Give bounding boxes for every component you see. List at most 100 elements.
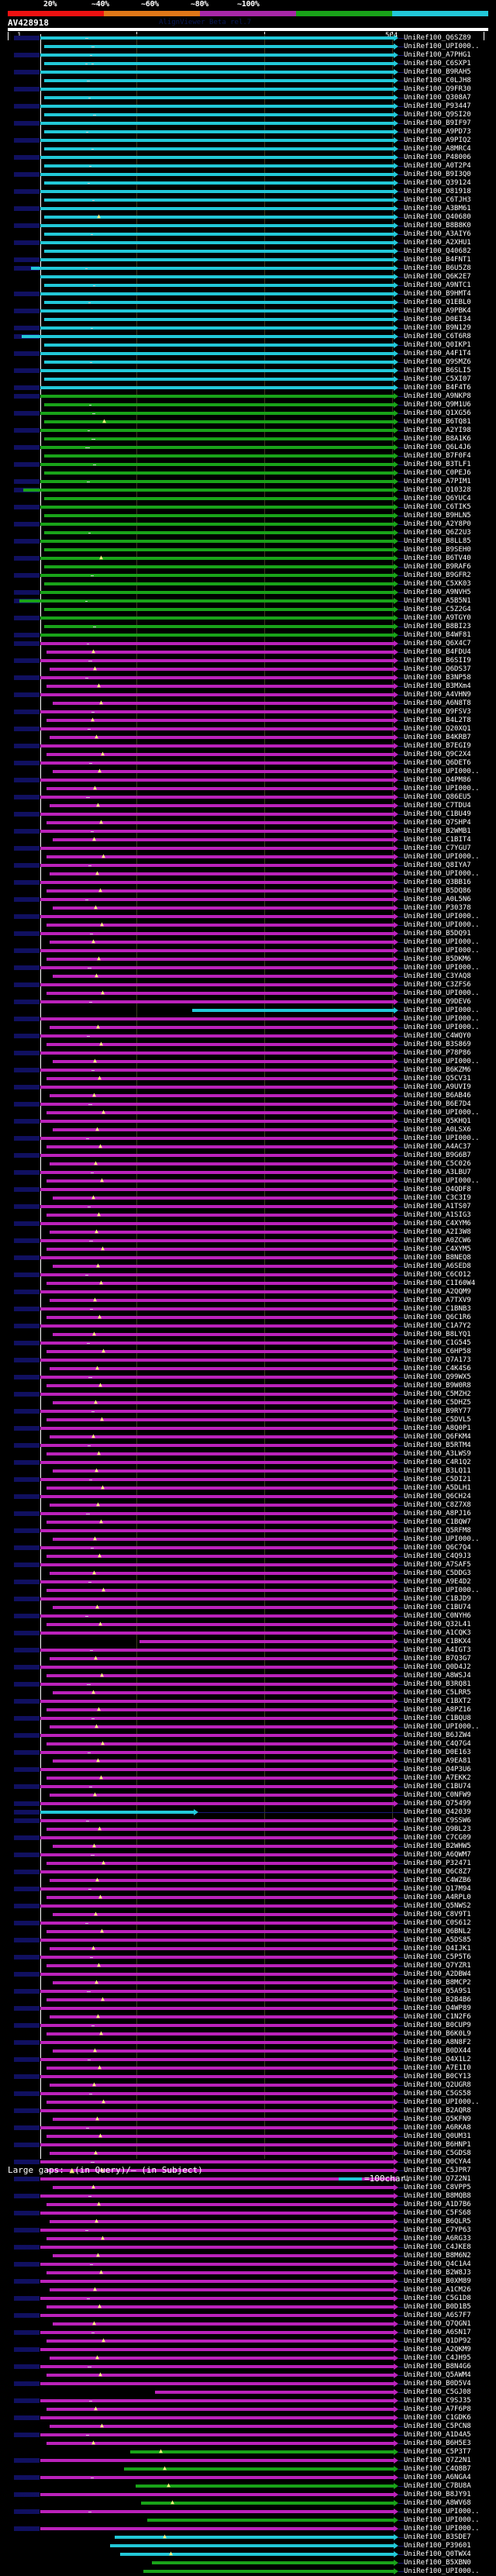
hsp-bar[interactable] [46, 1350, 394, 1353]
hit-accession-label[interactable]: UniRef100_C6SXP1 [404, 60, 471, 67]
hit-row[interactable]: ▲ UniRef100_B2W8J3 [0, 2269, 496, 2277]
hit-link-stub[interactable] [14, 1750, 40, 1755]
hit-accession-label[interactable]: UniRef100_UPI000.. [404, 1723, 480, 1731]
hit-accession-label[interactable]: UniRef100_C1BXT2 [404, 1697, 471, 1705]
hit-row[interactable]: UniRef100_A1D4A5 [0, 2431, 496, 2440]
hsp-bar[interactable] [46, 1998, 394, 2001]
hit-accession-label[interactable]: UniRef100_A2QKM9 [404, 2346, 471, 2353]
hit-row[interactable]: ▲ UniRef100_A7E1I0 [0, 2064, 496, 2073]
hit-row[interactable]: UniRef100_C9SJ35 [0, 2397, 496, 2405]
hit-accession-label[interactable]: UniRef100_B7EGI9 [404, 742, 471, 750]
hit-accession-label[interactable]: UniRef100_B4FDU4 [404, 648, 471, 656]
hit-link-stub[interactable] [14, 2194, 40, 2198]
hit-link-stub[interactable] [14, 965, 40, 970]
hsp-bar[interactable] [50, 804, 394, 807]
hit-row[interactable]: UniRef100_Q4C1A4 [0, 2260, 496, 2269]
hit-row[interactable]: ▲ UniRef100_UPI000.. [0, 870, 496, 879]
hit-row[interactable]: UniRef100_Q6C8Z7 [0, 1868, 496, 1877]
hsp-bar[interactable] [40, 446, 394, 449]
hit-row[interactable]: ▲ UniRef100_A2I3W8 [0, 1228, 496, 1237]
hsp-bar[interactable] [40, 949, 394, 952]
hsp-bar[interactable] [40, 190, 394, 193]
hit-accession-label[interactable]: UniRef100_B4L2T8 [404, 717, 471, 724]
hit-accession-label[interactable]: UniRef100_C4Q8B7 [404, 2465, 471, 2473]
hit-link-stub[interactable] [14, 1221, 40, 1226]
hsp-bar[interactable] [40, 642, 394, 645]
hit-row[interactable]: UniRef100_Q4PM86 [0, 776, 496, 785]
hit-accession-label[interactable]: UniRef100_D0EI34 [404, 316, 471, 323]
hsp-bar[interactable] [143, 2570, 394, 2573]
hsp-bar[interactable] [40, 258, 394, 261]
hit-accession-label[interactable]: UniRef100_P48006 [404, 154, 471, 161]
hit-row[interactable]: UniRef100_Q86EU5 [0, 793, 496, 802]
hsp-bar[interactable] [40, 88, 394, 91]
hit-accession-label[interactable]: UniRef100_C4JH95 [404, 2354, 471, 2362]
hit-accession-label[interactable]: UniRef100_UPI000.. [404, 785, 480, 792]
hit-accession-label[interactable]: UniRef100_C7YP63 [404, 2226, 471, 2234]
hit-row[interactable]: ▲ UniRef100_Q0TWX4 [0, 2550, 496, 2559]
hit-accession-label[interactable]: UniRef100_B8BI23 [404, 623, 471, 630]
hit-accession-label[interactable]: UniRef100_Q6CH24 [404, 1493, 471, 1500]
hit-row[interactable]: UniRef100_C1BXT2 [0, 1697, 496, 1706]
hit-link-stub[interactable] [14, 2006, 40, 2011]
hit-row[interactable]: UniRef100_C4JKE8 [0, 2243, 496, 2252]
hit-link-stub[interactable] [14, 104, 40, 109]
hsp-bar[interactable] [40, 1785, 394, 1788]
hit-row[interactable]: UniRef100_Q75499 [0, 1800, 496, 1808]
hsp-bar[interactable] [50, 1572, 394, 1575]
hit-link-stub[interactable] [14, 863, 40, 868]
hit-row[interactable]: ▲ UniRef100_Q32L41 [0, 1621, 496, 1629]
hsp-bar[interactable] [40, 1717, 394, 1720]
hit-link-stub[interactable] [14, 931, 40, 936]
hit-accession-label[interactable]: UniRef100_A0LSX6 [404, 1126, 471, 1134]
hsp-bar[interactable] [40, 523, 394, 526]
hit-row[interactable]: UniRef100_C5P5T6 [0, 1953, 496, 1962]
hsp-bar[interactable] [40, 616, 394, 620]
hit-accession-label[interactable]: UniRef100_C1BKX4 [404, 1638, 471, 1645]
hsp-bar[interactable] [40, 1768, 394, 1771]
hit-accession-label[interactable]: UniRef100_A6QWM7 [404, 1851, 471, 1859]
hit-row[interactable]: ▲ UniRef100_B0DX44 [0, 2047, 496, 2056]
hsp-bar[interactable] [50, 1794, 394, 1797]
hit-accession-label[interactable]: UniRef100_C5LRR5 [404, 1689, 471, 1697]
hsp-bar[interactable] [23, 489, 394, 492]
hsp-bar[interactable] [40, 727, 394, 730]
hit-accession-label[interactable]: UniRef100_A7E1I0 [404, 2064, 471, 2072]
hit-accession-label[interactable]: UniRef100_B8LL85 [404, 537, 471, 545]
hit-row[interactable]: ▲ UniRef100_Q4IJK1 [0, 1945, 496, 1953]
hsp-bar[interactable] [40, 1683, 394, 1686]
hit-row[interactable]: UniRef100_C6CO12 [0, 1271, 496, 1279]
hit-row[interactable]: ▲ UniRef100_B6QLR5 [0, 2218, 496, 2226]
hsp-bar[interactable] [40, 2314, 394, 2317]
hit-accession-label[interactable]: UniRef100_A9UVI9 [404, 1083, 471, 1091]
hsp-bar[interactable] [40, 105, 394, 108]
hit-accession-label[interactable]: UniRef100_Q0IKP1 [404, 341, 471, 349]
hit-link-stub[interactable] [14, 616, 40, 620]
hit-row[interactable]: ▲ UniRef100_B4FDU4 [0, 648, 496, 657]
hit-accession-label[interactable]: UniRef100_A7SAF5 [404, 1561, 471, 1569]
hit-row[interactable]: UniRef100_C5Z2G4 [0, 606, 496, 614]
hit-link-stub[interactable] [14, 1511, 40, 1516]
hit-accession-label[interactable]: UniRef100_B6KZM6 [404, 1066, 471, 1074]
hit-row[interactable]: ▲ UniRef100_C5DDG3 [0, 1569, 496, 1578]
hit-link-stub[interactable] [14, 138, 40, 143]
hit-link-stub[interactable] [14, 2492, 40, 2497]
hit-link-stub[interactable] [14, 1409, 40, 1414]
hit-row[interactable]: UniRef100_B9G6B7 [0, 1152, 496, 1160]
hit-row[interactable]: UniRef100_UPI000.. [0, 964, 496, 972]
hit-link-stub[interactable] [14, 2330, 40, 2335]
hit-accession-label[interactable]: UniRef100_B0XM89 [404, 2277, 471, 2285]
hsp-bar[interactable] [50, 1231, 394, 1234]
hit-link-stub[interactable] [14, 479, 40, 484]
hit-row[interactable]: ▲ UniRef100_B9W0R8 [0, 1382, 496, 1390]
hsp-bar[interactable] [46, 753, 394, 756]
hit-row[interactable]: ▲ UniRef100_C8VPP5 [0, 2184, 496, 2192]
hsp-bar[interactable] [40, 1836, 394, 1839]
hit-accession-label[interactable]: UniRef100_C5JPR7 [404, 2167, 471, 2174]
hsp-bar[interactable] [40, 2416, 394, 2419]
hit-link-stub[interactable] [14, 1290, 40, 1294]
hit-row[interactable]: ▲ UniRef100_C4Q7G4 [0, 1740, 496, 1749]
hit-row[interactable]: UniRef100_B2AQR8 [0, 2107, 496, 2115]
hit-link-stub[interactable] [14, 2160, 40, 2164]
hit-link-stub[interactable] [14, 1443, 40, 1448]
